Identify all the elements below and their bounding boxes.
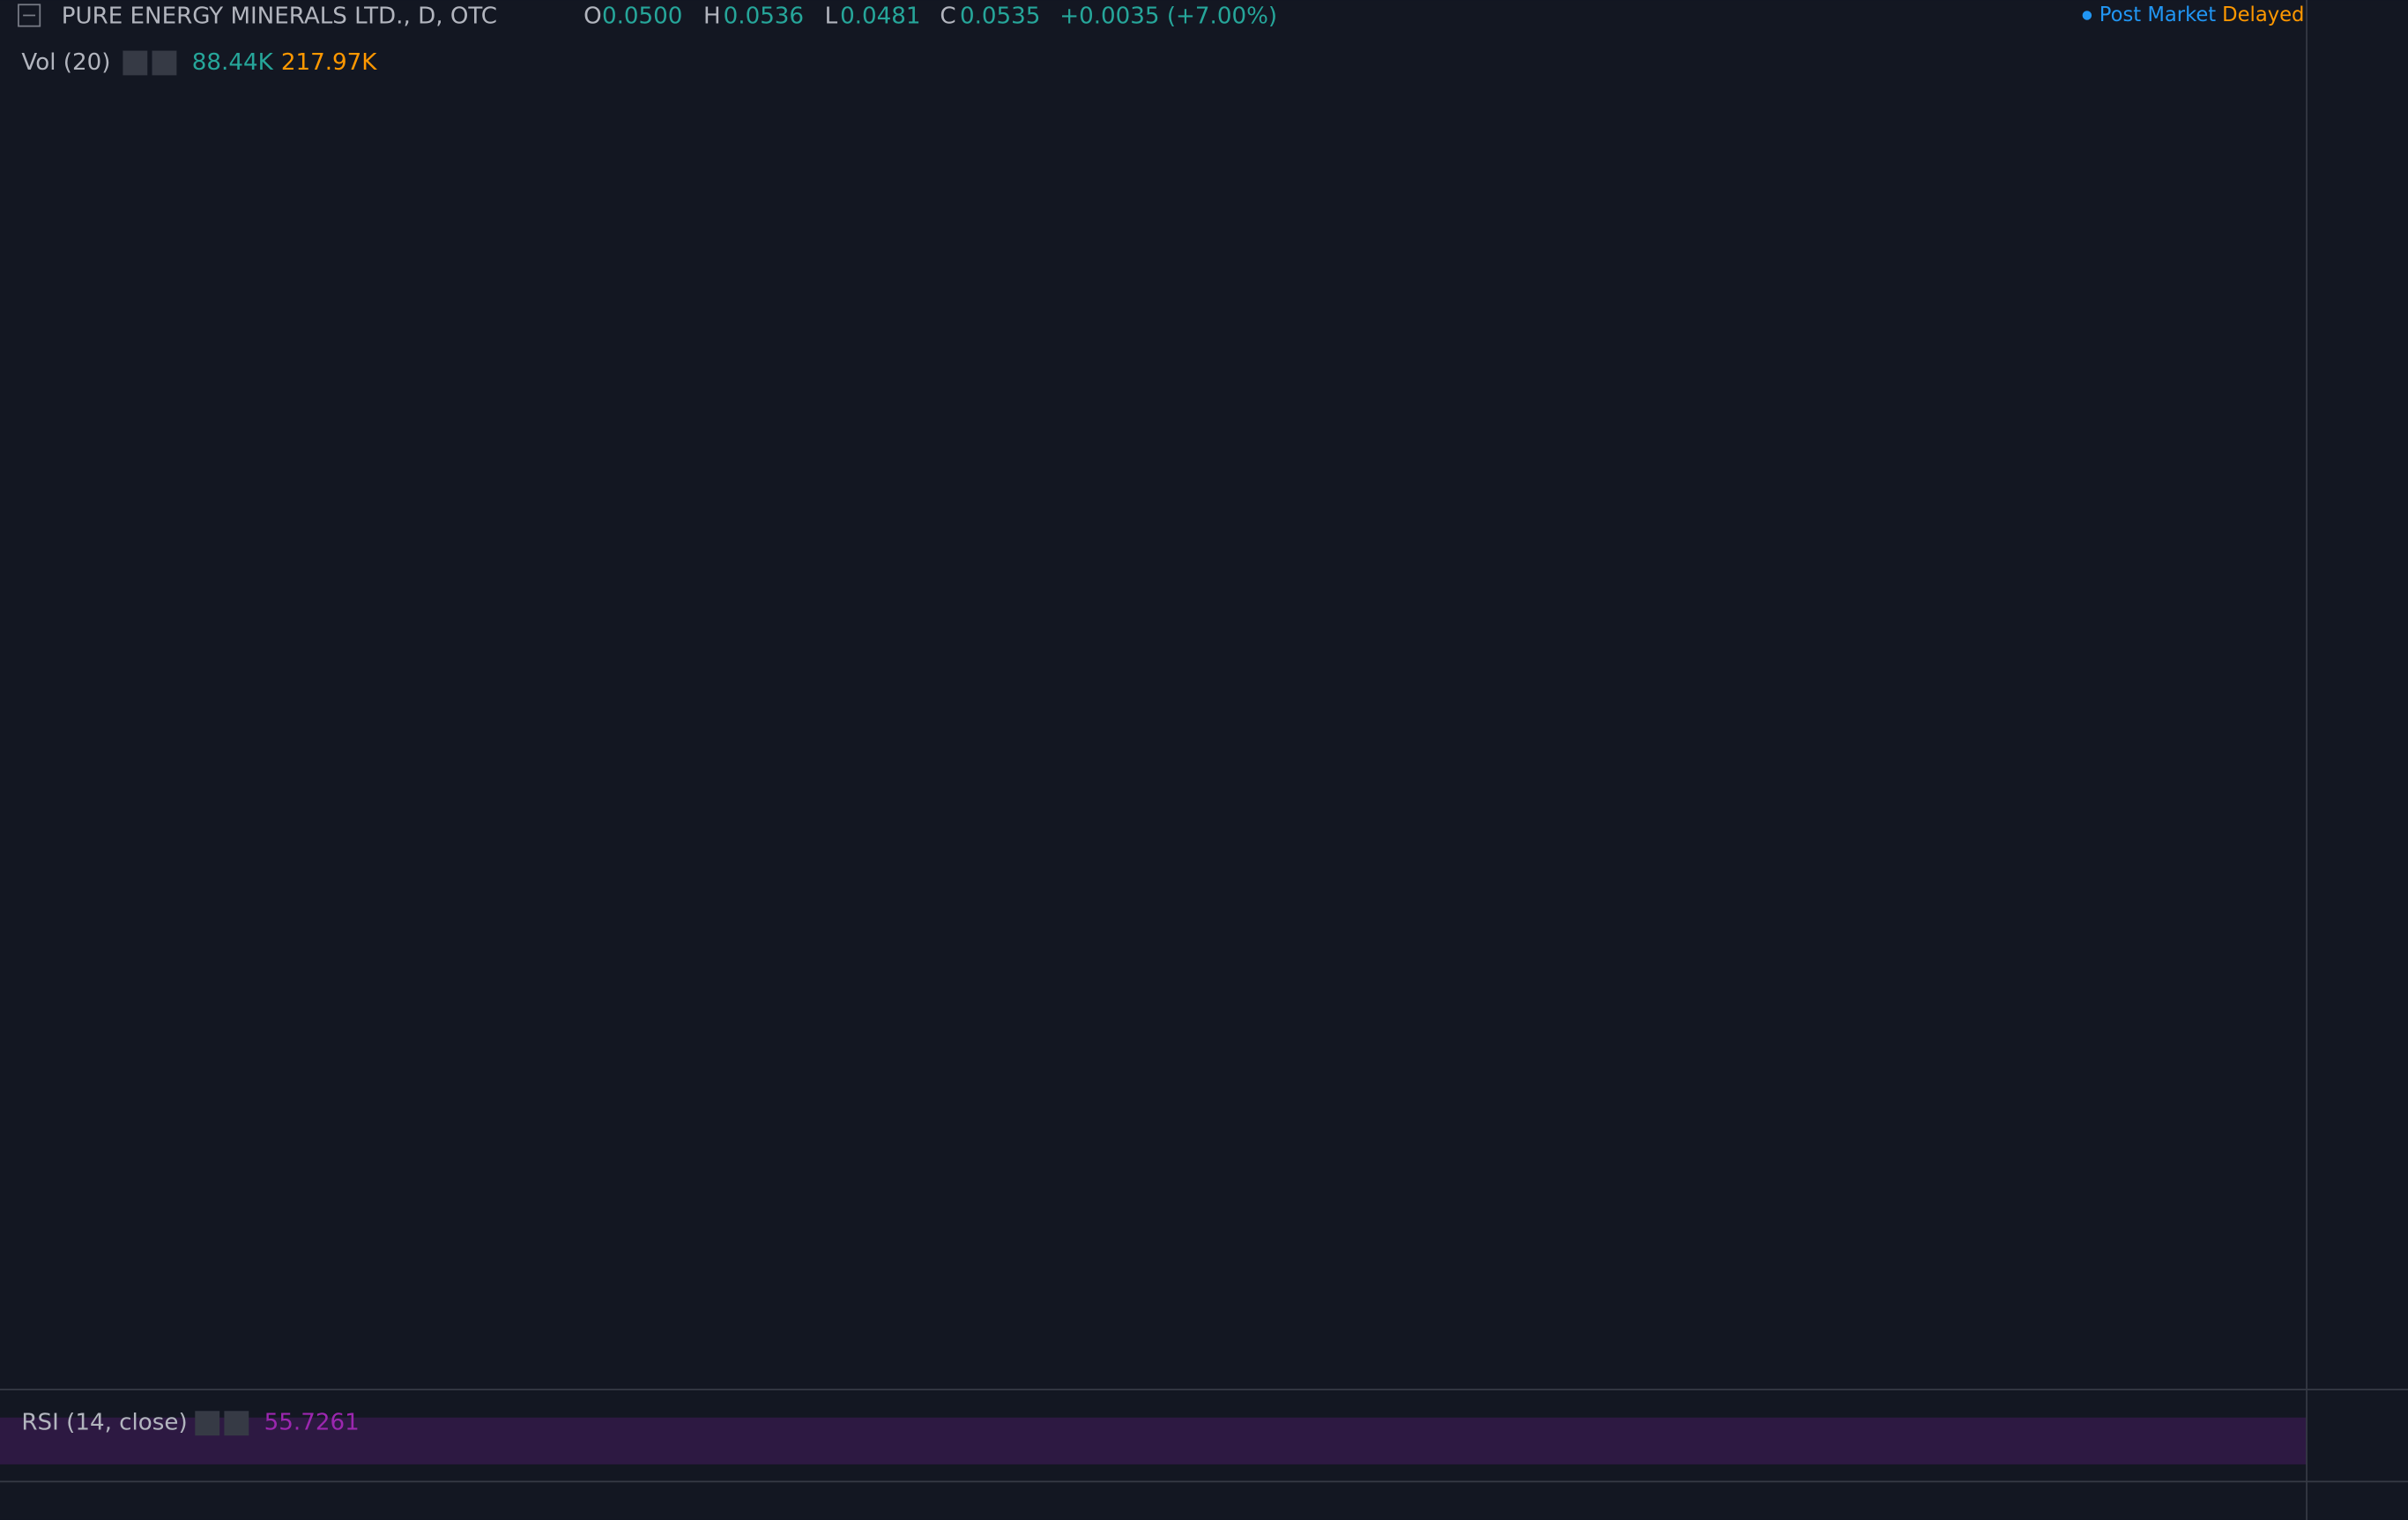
ohlc-key: O [583,4,602,30]
rsi-panel [0,1389,2308,1482]
ohlc-key: C [940,4,955,30]
ohlc-value: 0.0500 [602,4,682,30]
rsi-title: RSI (14, close) [21,1410,187,1436]
collapse-icon[interactable] [18,4,41,27]
ohlc-change: +0.0035 (+7.00%) [1059,4,1277,30]
ohlc-value: 0.0536 [724,4,804,30]
settings-icon[interactable] [195,1411,220,1436]
volume-title: Vol (20) [21,49,110,76]
ohlc-value: 0.0535 [960,4,1040,30]
rsi-reading: 55.7261 [264,1410,360,1436]
market-status: Post Market [2100,4,2217,26]
rsi-band [0,1417,2308,1464]
ohlc-key: H [703,4,721,30]
data-status: Delayed [2222,4,2304,26]
volume-reading: 88.44K [192,49,274,76]
ohlc-value: 0.0481 [840,4,920,30]
remove-icon[interactable] [152,50,177,76]
volume-reading: 217.97K [281,49,377,76]
status-dot [2082,11,2092,20]
ohlc-key: L [825,4,838,30]
remove-icon[interactable] [224,1411,249,1436]
symbol-title: PURE ENERGY MINERALS LTD., D, OTC [62,4,497,30]
settings-icon[interactable] [123,50,148,76]
